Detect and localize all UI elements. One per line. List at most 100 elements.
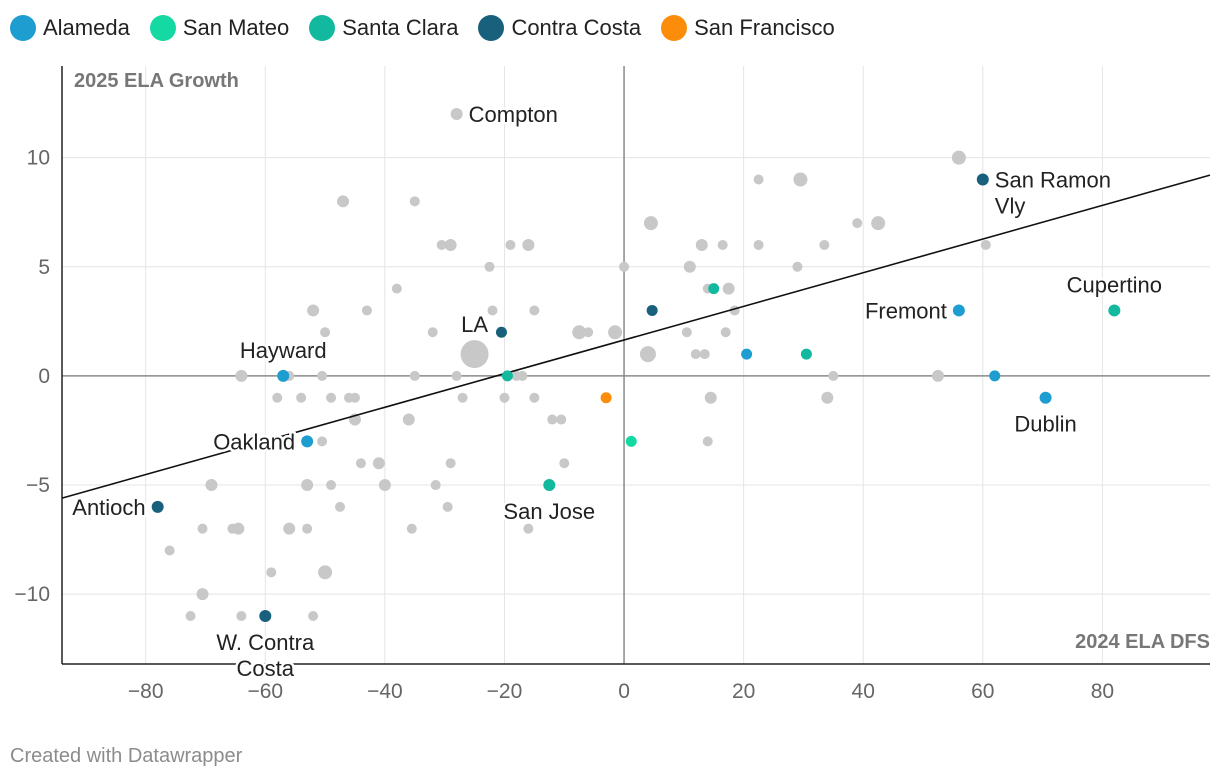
data-point-highlight[interactable]: [646, 304, 658, 316]
data-point[interactable]: [307, 304, 320, 317]
data-point[interactable]: [931, 369, 944, 382]
data-point[interactable]: [272, 392, 283, 403]
data-point[interactable]: [378, 479, 391, 492]
data-point[interactable]: [583, 327, 594, 338]
data-point[interactable]: [445, 458, 456, 469]
data-point-labeled[interactable]: [277, 369, 290, 382]
data-point[interactable]: [185, 610, 196, 621]
data-point[interactable]: [196, 588, 209, 601]
legend-item-santa-clara[interactable]: Santa Clara: [309, 15, 458, 41]
data-point[interactable]: [355, 458, 366, 469]
data-point[interactable]: [427, 327, 438, 338]
data-point[interactable]: [326, 392, 337, 403]
data-point[interactable]: [487, 305, 498, 316]
data-point-labeled[interactable]: [1039, 391, 1052, 404]
data-point[interactable]: [643, 216, 658, 231]
data-point[interactable]: [871, 216, 886, 231]
data-point-highlight[interactable]: [989, 370, 1001, 382]
data-point-labeled[interactable]: [450, 108, 463, 121]
data-point[interactable]: [753, 239, 764, 250]
data-point[interactable]: [296, 392, 307, 403]
legend-item-san-francisco[interactable]: San Francisco: [661, 15, 835, 41]
data-point[interactable]: [317, 370, 328, 381]
data-point[interactable]: [793, 172, 808, 187]
data-point[interactable]: [722, 282, 735, 295]
data-point[interactable]: [318, 565, 333, 580]
data-point[interactable]: [619, 261, 630, 272]
data-point[interactable]: [266, 567, 277, 578]
data-point-labeled[interactable]: [976, 173, 989, 186]
data-point-highlight[interactable]: [800, 348, 812, 360]
data-point[interactable]: [547, 414, 558, 425]
data-point[interactable]: [951, 150, 966, 165]
data-point[interactable]: [690, 349, 701, 360]
data-point[interactable]: [205, 479, 218, 492]
data-point[interactable]: [523, 523, 534, 534]
data-point[interactable]: [695, 238, 708, 251]
data-point-labeled[interactable]: [301, 435, 314, 448]
data-point[interactable]: [409, 370, 420, 381]
data-point-labeled[interactable]: [952, 304, 965, 317]
data-point[interactable]: [517, 370, 528, 381]
data-point[interactable]: [681, 327, 692, 338]
data-point[interactable]: [372, 457, 385, 470]
data-point[interactable]: [444, 238, 457, 251]
data-point[interactable]: [406, 523, 417, 534]
data-point[interactable]: [980, 239, 991, 250]
data-point[interactable]: [529, 305, 540, 316]
data-point-highlight[interactable]: [501, 370, 513, 382]
data-point[interactable]: [308, 610, 319, 621]
data-point[interactable]: [361, 305, 372, 316]
data-point[interactable]: [683, 260, 696, 273]
data-point[interactable]: [301, 479, 314, 492]
data-point-highlight[interactable]: [708, 283, 720, 295]
data-point[interactable]: [337, 195, 350, 208]
data-point[interactable]: [320, 327, 331, 338]
data-point-labeled[interactable]: [151, 500, 164, 513]
data-point[interactable]: [457, 392, 468, 403]
data-point-labeled[interactable]: [259, 609, 272, 622]
data-point-highlight[interactable]: [741, 348, 753, 360]
data-point[interactable]: [717, 239, 728, 250]
data-point[interactable]: [572, 325, 587, 340]
data-point[interactable]: [302, 523, 313, 534]
data-point[interactable]: [522, 238, 535, 251]
data-point[interactable]: [704, 391, 717, 404]
data-point[interactable]: [409, 196, 420, 207]
data-point[interactable]: [349, 392, 360, 403]
data-point[interactable]: [505, 239, 516, 250]
data-point[interactable]: [283, 522, 296, 535]
data-point[interactable]: [828, 370, 839, 381]
data-point[interactable]: [335, 501, 346, 512]
data-point[interactable]: [436, 239, 447, 250]
data-point-labeled[interactable]: [1108, 304, 1121, 317]
data-point[interactable]: [232, 522, 245, 535]
data-point[interactable]: [556, 414, 567, 425]
data-point[interactable]: [639, 346, 656, 363]
data-point[interactable]: [236, 610, 247, 621]
data-point[interactable]: [753, 174, 764, 185]
data-point-highlight[interactable]: [600, 392, 612, 404]
data-point[interactable]: [402, 413, 415, 426]
data-point[interactable]: [197, 523, 208, 534]
data-point[interactable]: [499, 392, 510, 403]
data-point[interactable]: [608, 325, 623, 340]
data-point-highlight[interactable]: [495, 326, 507, 338]
data-point[interactable]: [852, 218, 863, 229]
data-point-labeled[interactable]: [543, 479, 556, 492]
data-point[interactable]: [821, 391, 834, 404]
data-point[interactable]: [164, 545, 175, 556]
data-point[interactable]: [451, 370, 462, 381]
data-point[interactable]: [720, 327, 731, 338]
data-point[interactable]: [702, 436, 713, 447]
data-point[interactable]: [235, 369, 248, 382]
data-point[interactable]: [484, 261, 495, 272]
data-point[interactable]: [430, 480, 441, 491]
data-point[interactable]: [819, 239, 830, 250]
data-point-highlight[interactable]: [625, 435, 637, 447]
data-point[interactable]: [442, 501, 453, 512]
legend-item-contra-costa[interactable]: Contra Costa: [478, 15, 641, 41]
data-point-labeled[interactable]: [460, 340, 489, 369]
data-point[interactable]: [326, 480, 337, 491]
data-point[interactable]: [529, 392, 540, 403]
